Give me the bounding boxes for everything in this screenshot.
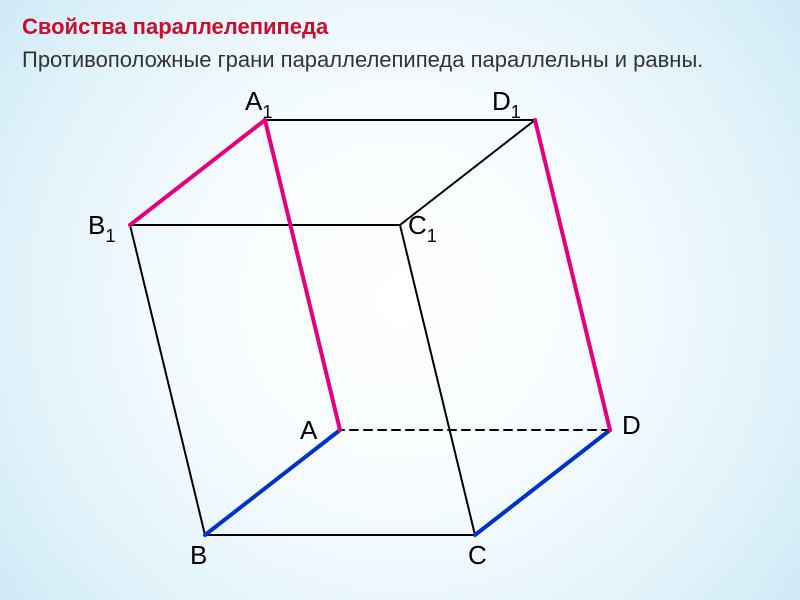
parallelepiped-diagram bbox=[0, 0, 800, 600]
edge bbox=[205, 430, 340, 535]
vertex-label-a1: A1 bbox=[245, 86, 272, 121]
edge bbox=[265, 120, 340, 430]
vertex-label-c: C bbox=[468, 540, 487, 571]
edge bbox=[130, 120, 265, 225]
edge bbox=[535, 120, 610, 430]
diagram-stage: A B C D A1 B1 C1 D1 bbox=[0, 0, 800, 600]
vertex-label-d1: D1 bbox=[492, 86, 521, 121]
edge bbox=[475, 430, 610, 535]
edge bbox=[400, 225, 475, 535]
vertex-label-a: A bbox=[300, 415, 317, 446]
vertex-label-b1: B1 bbox=[88, 210, 115, 245]
vertex-label-b: B bbox=[190, 540, 207, 571]
vertex-label-d: D bbox=[622, 410, 641, 441]
edge bbox=[130, 225, 205, 535]
vertex-label-c1: C1 bbox=[408, 210, 437, 245]
